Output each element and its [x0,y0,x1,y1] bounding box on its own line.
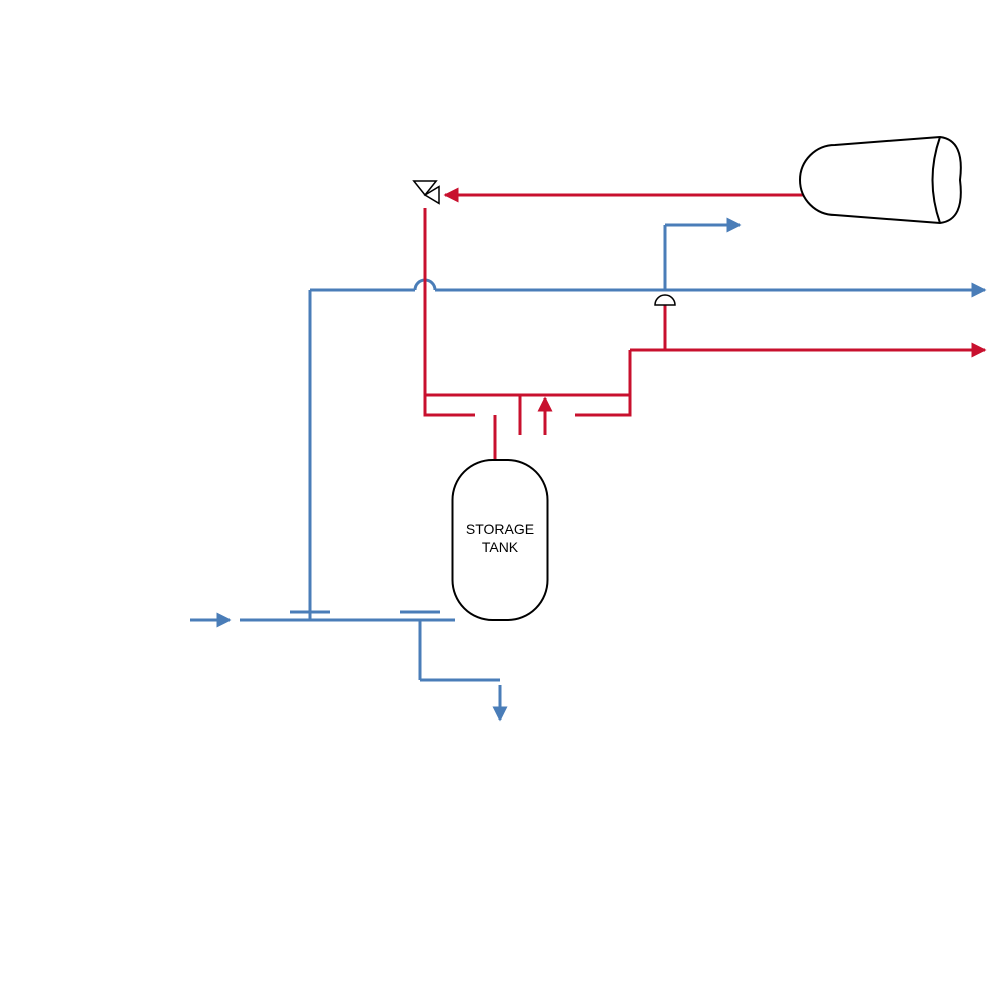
pipe-segment [575,395,630,415]
piping-diagram: STORAGE TANK [0,0,1000,1000]
hot-water-pipes [425,195,985,475]
temperature-sensor [655,295,675,305]
cold-water-pipes [190,225,985,720]
pipe-segment [425,395,475,415]
diagram-nodes: STORAGE TANK [414,137,961,620]
storage-tank-label-2: TANK [482,539,519,555]
storage-tank-label-1: STORAGE [466,521,534,537]
